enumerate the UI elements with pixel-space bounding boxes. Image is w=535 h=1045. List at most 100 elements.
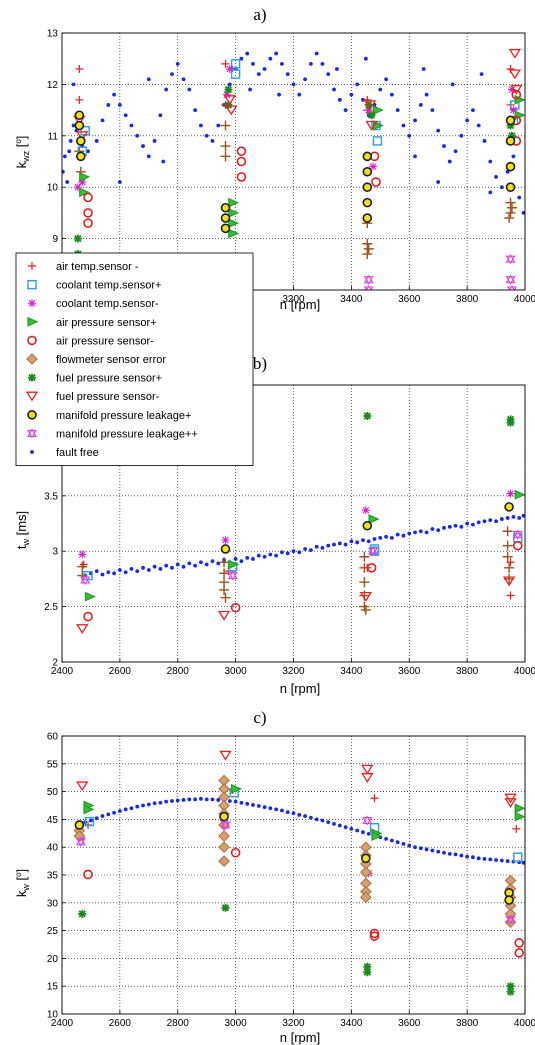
- fault-free-point: [106, 570, 111, 575]
- fault-point: [363, 284, 374, 290]
- air-temp-sensor-point: [502, 526, 513, 537]
- fault-point: [225, 105, 238, 116]
- fault-free-point: [297, 92, 302, 97]
- fault-point: [369, 928, 380, 939]
- fault-free-point: [199, 123, 203, 128]
- fault-free-point: [291, 82, 296, 87]
- fault-free-point: [297, 813, 302, 817]
- fault-point: [219, 750, 232, 761]
- air-temp-sensor-point: [502, 540, 513, 551]
- fault-point: [361, 506, 370, 515]
- fault-free-point: [436, 128, 441, 133]
- fault-free-point: [117, 180, 122, 184]
- y-tick-label: 10: [47, 183, 59, 194]
- fault-free-point: [407, 531, 412, 536]
- x-tick-label: 3600: [398, 294, 421, 305]
- fault-point: [219, 811, 229, 822]
- fault-point: [73, 183, 82, 192]
- fault-point: [363, 968, 372, 977]
- fault-free-point: [117, 809, 122, 813]
- fault-point: [230, 847, 241, 858]
- fault-free-point: [193, 108, 198, 112]
- fault-free-point: [337, 541, 342, 546]
- x-tick-label: 2600: [109, 1018, 132, 1029]
- fault-free-point: [175, 798, 180, 803]
- legend-marker: [27, 409, 37, 420]
- fault-free-point: [129, 806, 134, 811]
- fault-free-point: [378, 536, 383, 540]
- fault-point: [78, 178, 87, 187]
- fault-point: [368, 546, 379, 557]
- fault-free-point: [308, 548, 313, 552]
- fault-free-point: [511, 514, 516, 519]
- fault-free-point: [361, 97, 365, 102]
- fault-free-point: [112, 92, 116, 97]
- fault-point: [228, 228, 240, 239]
- x-tick-label: 3200: [282, 666, 305, 677]
- fault-free-point: [245, 51, 250, 56]
- fault-free-point: [424, 530, 429, 535]
- fault-free-point: [343, 108, 348, 112]
- fault-free-point: [106, 103, 111, 107]
- fault-free-point: [285, 810, 290, 815]
- fault-point: [505, 274, 516, 285]
- fault-point: [230, 69, 241, 79]
- fault-free-point: [355, 540, 360, 545]
- fault-free-point: [418, 103, 423, 107]
- fault-free-point: [233, 557, 238, 561]
- fault-free-point: [274, 807, 279, 812]
- fault-free-point: [326, 543, 331, 548]
- fault-point: [364, 100, 373, 109]
- fault-free-point: [413, 845, 417, 850]
- fault-free-point: [181, 77, 186, 82]
- legend: air temp.sensor - coolant temp.sensor+ coo…: [15, 252, 254, 467]
- fault-free-point: [476, 856, 481, 861]
- fault-free-point: [68, 139, 73, 143]
- fault-free-point: [187, 561, 192, 566]
- air-temp-sensor-point: [359, 551, 370, 562]
- fault-free-point: [199, 796, 203, 801]
- fault-free-point: [216, 123, 221, 128]
- fault-point: [505, 914, 516, 925]
- fault-free-point: [112, 571, 116, 576]
- fault-point: [221, 903, 230, 912]
- fault-point: [363, 962, 372, 971]
- fault-free-point: [106, 812, 111, 817]
- fault-free-point: [418, 529, 423, 534]
- fault-free-point: [363, 56, 368, 61]
- fault-free-point: [436, 528, 441, 533]
- fault-point: [221, 59, 230, 68]
- fault-free-point: [71, 123, 76, 128]
- fault-free-point: [361, 830, 365, 835]
- fault-point: [83, 869, 93, 880]
- fault-free-point: [499, 517, 504, 521]
- fault-free-point: [164, 87, 169, 92]
- fault-free-point: [100, 814, 105, 818]
- fault-free-point: [94, 139, 99, 143]
- fault-free-point: [418, 846, 423, 851]
- fault-free-point: [303, 547, 307, 551]
- fault-free-point: [384, 77, 388, 82]
- fault-free-point: [430, 848, 435, 853]
- fault-free-point: [117, 103, 122, 107]
- fault-point: [368, 514, 380, 524]
- y-tick-label: 2.5: [44, 602, 58, 613]
- fault-free-point: [233, 799, 238, 804]
- fault-point: [79, 187, 91, 198]
- fault-free-point: [216, 798, 221, 802]
- fault-free-point: [349, 92, 354, 97]
- air-temp-sensor-point: [502, 551, 513, 562]
- fault-point: [506, 982, 515, 991]
- y-tick-label: 11: [48, 131, 59, 142]
- fault-free-point: [164, 563, 169, 568]
- fault-free-point: [117, 568, 122, 572]
- fault-point: [372, 105, 384, 116]
- fault-point: [74, 820, 85, 830]
- fault-free-point: [94, 816, 99, 821]
- fault-free-point: [442, 526, 446, 530]
- fault-free-point: [262, 554, 267, 559]
- fault-free-point: [187, 87, 192, 92]
- panel-c: c) n [rpm] kw [o] 2400 2600 2800 3000 3200 34…: [14, 708, 535, 1045]
- x-tick-label: 3400: [340, 294, 363, 305]
- fault-free-point: [303, 77, 307, 82]
